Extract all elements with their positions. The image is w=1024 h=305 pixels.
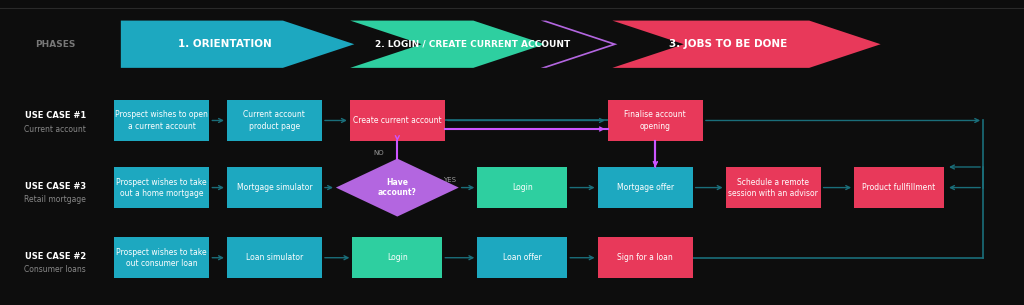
Text: Login: Login (387, 253, 408, 262)
Polygon shape (350, 20, 545, 68)
FancyBboxPatch shape (608, 100, 702, 141)
Text: 2. LOGIN / CREATE CURRENT ACCOUNT: 2. LOGIN / CREATE CURRENT ACCOUNT (376, 40, 570, 49)
FancyBboxPatch shape (227, 237, 322, 278)
Text: Loan offer: Loan offer (503, 253, 542, 262)
Text: Consumer loans: Consumer loans (25, 265, 86, 275)
Polygon shape (336, 159, 459, 217)
Text: Prospect wishes to take
out consumer loan: Prospect wishes to take out consumer loa… (117, 248, 207, 268)
Text: Product fullfillment: Product fullfillment (862, 183, 936, 192)
FancyBboxPatch shape (725, 167, 821, 208)
FancyBboxPatch shape (227, 167, 322, 208)
Text: Create current account: Create current account (353, 116, 441, 125)
Text: Prospect wishes to take
out a home mortgage: Prospect wishes to take out a home mortg… (117, 178, 207, 198)
Text: Prospect wishes to open
a current account: Prospect wishes to open a current accoun… (116, 110, 208, 131)
Text: USE CASE #1: USE CASE #1 (25, 111, 86, 120)
FancyBboxPatch shape (115, 237, 210, 278)
Text: Login: Login (512, 183, 532, 192)
Text: YES: YES (443, 177, 456, 183)
Text: PHASES: PHASES (35, 40, 76, 49)
Text: NO: NO (374, 150, 384, 156)
FancyBboxPatch shape (115, 100, 210, 141)
FancyBboxPatch shape (854, 167, 944, 208)
FancyBboxPatch shape (350, 100, 444, 141)
Text: Have
account?: Have account? (378, 178, 417, 197)
Text: Current account
product page: Current account product page (244, 110, 305, 131)
FancyBboxPatch shape (477, 237, 567, 278)
FancyBboxPatch shape (352, 237, 442, 278)
FancyBboxPatch shape (115, 167, 210, 208)
Text: Mortgage simulator: Mortgage simulator (237, 183, 312, 192)
Polygon shape (121, 20, 354, 68)
FancyBboxPatch shape (477, 167, 567, 208)
Text: USE CASE #2: USE CASE #2 (25, 252, 86, 261)
FancyBboxPatch shape (598, 167, 692, 208)
FancyBboxPatch shape (227, 100, 322, 141)
FancyBboxPatch shape (598, 237, 692, 278)
Text: Mortgage offer: Mortgage offer (616, 183, 674, 192)
Polygon shape (612, 20, 881, 68)
Text: Schedule a remote
session with an advisor: Schedule a remote session with an adviso… (728, 178, 818, 198)
Polygon shape (541, 20, 617, 68)
Text: Retail mortgage: Retail mortgage (25, 195, 86, 204)
Text: Sign for a loan: Sign for a loan (617, 253, 673, 262)
Text: Loan simulator: Loan simulator (246, 253, 303, 262)
Text: Finalise account
opening: Finalise account opening (625, 110, 686, 131)
Text: 3. JOBS TO BE DONE: 3. JOBS TO BE DONE (669, 39, 787, 49)
Text: USE CASE #3: USE CASE #3 (25, 181, 86, 191)
Text: Current account: Current account (25, 125, 86, 134)
Text: 1. ORIENTATION: 1. ORIENTATION (178, 39, 272, 49)
